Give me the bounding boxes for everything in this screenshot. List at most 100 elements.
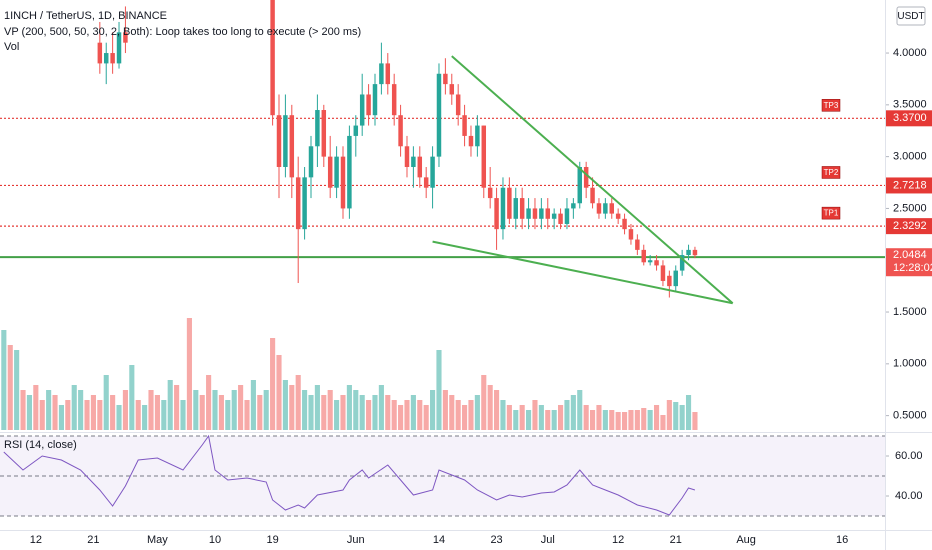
- volume-bar: [570, 395, 576, 430]
- candle-body: [571, 203, 576, 209]
- candle-body: [443, 73, 448, 85]
- candle-body: [603, 203, 608, 214]
- x-tick-label: 19: [266, 534, 278, 546]
- volume-bar: [455, 400, 461, 430]
- volume-bar: [410, 395, 416, 430]
- volume-bar: [116, 405, 122, 430]
- candle-body: [366, 94, 371, 116]
- volume-bar: [660, 415, 666, 430]
- volume-bar: [423, 405, 429, 430]
- candle-body: [270, 0, 275, 116]
- volume-bar: [487, 385, 493, 430]
- volume-bar: [250, 380, 256, 430]
- volume-bar: [519, 405, 525, 430]
- volume-bar: [378, 385, 384, 430]
- volume-bar: [39, 400, 45, 430]
- x-tick-label: 21: [670, 534, 682, 546]
- volume-bar: [538, 405, 544, 430]
- currency: USDT: [897, 11, 924, 22]
- volume-bar: [257, 395, 263, 430]
- x-tick-label: 23: [490, 534, 502, 546]
- volume-bar: [327, 390, 333, 430]
- x-tick-label: 21: [87, 534, 99, 546]
- volume-bar: [481, 375, 487, 430]
- axis-layer: 12 21 May 10 19 Jun 14 23 Jul 12 21 Aug 16 4.0000 3.50…: [30, 47, 932, 546]
- candle-body: [609, 203, 614, 214]
- volume-bar: [212, 390, 218, 430]
- level-tag: TP2: [824, 168, 839, 177]
- candle-body: [615, 213, 621, 219]
- x-tick-label: 16: [836, 534, 848, 546]
- candle-body: [494, 198, 499, 230]
- volume-bar: [545, 410, 551, 430]
- volume-bar: [551, 410, 557, 430]
- candle-body: [545, 208, 551, 219]
- y-tick-label: 1.5000: [893, 306, 927, 318]
- volume-bar: [142, 405, 148, 430]
- rsi-y-tick-label: 60.00: [895, 450, 923, 462]
- candle-body: [558, 213, 563, 224]
- volume-bar: [366, 400, 372, 430]
- candle-body: [507, 187, 512, 219]
- volume-bar: [154, 395, 160, 430]
- volume-bar: [174, 385, 180, 430]
- candle-body: [481, 125, 487, 188]
- volume-bar: [52, 395, 58, 430]
- volume-bar: [193, 390, 199, 430]
- candle-body: [110, 53, 115, 64]
- volume-bar: [225, 400, 231, 430]
- candle-body: [519, 198, 525, 219]
- volume-bar: [641, 408, 647, 430]
- volume-bar: [685, 395, 692, 430]
- x-tick-label: 12: [30, 534, 42, 546]
- volume-bar: [647, 410, 653, 430]
- countdown: 12:28:02: [893, 262, 932, 274]
- y-tick-label: 1.0000: [893, 358, 927, 370]
- volume-bar: [474, 395, 480, 430]
- volume-bar: [167, 380, 173, 430]
- candle-body: [372, 84, 378, 116]
- candle-body: [622, 218, 627, 230]
- candle-body: [340, 156, 346, 209]
- volume-bar: [462, 405, 468, 430]
- level-tag: TP3: [824, 101, 839, 110]
- candle-body: [596, 203, 602, 214]
- trendline: [451, 55, 734, 304]
- candle-body: [295, 177, 301, 230]
- candle-body: [315, 110, 320, 147]
- volume-bar: [33, 385, 39, 430]
- volume-bar: [513, 410, 519, 430]
- candle-body: [398, 115, 403, 147]
- volume-bar: [577, 390, 583, 430]
- candle-body: [551, 213, 557, 219]
- level-price-box: [886, 218, 932, 235]
- candle-body: [123, 32, 128, 43]
- volume-bar: [334, 400, 340, 430]
- volume-bar: [78, 390, 84, 430]
- candle-body: [379, 63, 384, 85]
- volume-bar: [506, 405, 512, 430]
- candle-body: [583, 166, 589, 188]
- volume-bar: [615, 412, 621, 430]
- candle-body: [487, 187, 493, 199]
- candle-body: [391, 84, 397, 116]
- volume-bar: [161, 400, 167, 430]
- currency-box[interactable]: [896, 6, 926, 26]
- volume-bar: [526, 410, 532, 430]
- volume-bar: [282, 380, 288, 430]
- rsi-layer: [0, 434, 885, 517]
- level-tag-box: [821, 206, 841, 220]
- candle-body: [692, 249, 698, 256]
- candle-body: [641, 249, 646, 263]
- candle-body: [359, 94, 365, 126]
- y-tick-label: 2.5000: [893, 202, 927, 214]
- candle-body: [385, 63, 391, 85]
- candle-body: [628, 229, 634, 240]
- level-price: 3.3700: [893, 112, 927, 124]
- volume-bar: [14, 350, 20, 430]
- candle-body: [679, 255, 685, 271]
- y-tick-label: 0.5000: [893, 410, 927, 422]
- volume-bar: [500, 400, 506, 430]
- volume-layer: [1, 318, 698, 430]
